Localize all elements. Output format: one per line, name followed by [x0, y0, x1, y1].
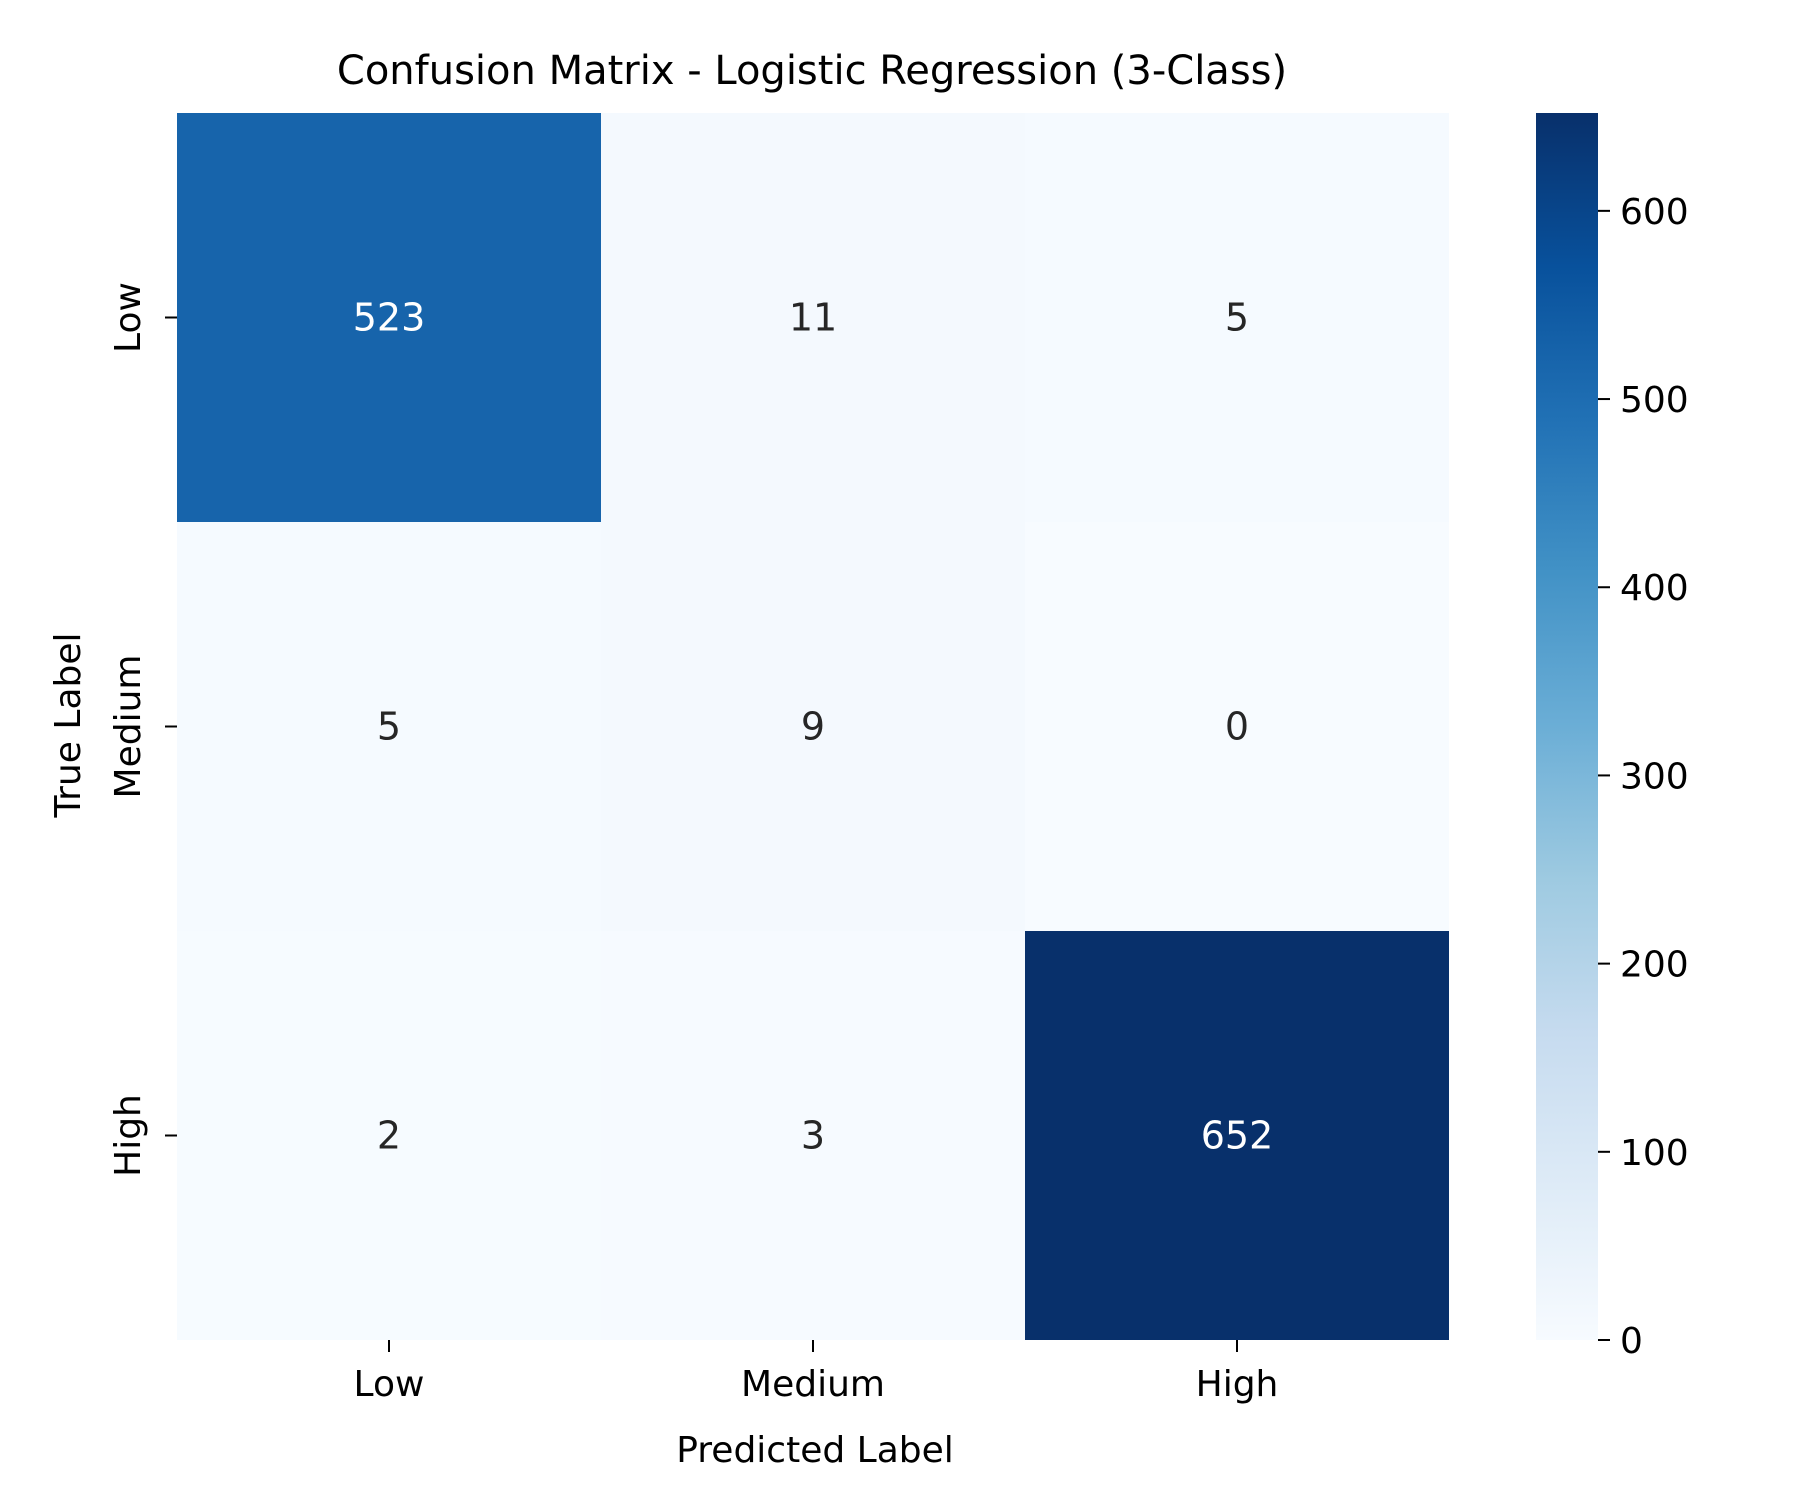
x-tick-label: High [1196, 1364, 1279, 1405]
heatmap-cell [601, 931, 1025, 1340]
x-tick-label: Low [354, 1364, 425, 1405]
heatmap-cell [601, 522, 1025, 931]
cell-value-label: 11 [789, 296, 837, 340]
x-axis-label: Predicted Label [676, 1430, 954, 1471]
heatmap-cell [177, 522, 601, 931]
y-axis-label: True Label [48, 632, 89, 818]
y-axis-ticks: Low Medium High [108, 282, 177, 1177]
x-axis-ticks: Low Medium High [354, 1340, 1279, 1405]
y-tick-label: Medium [108, 655, 149, 799]
y-tick-label: Low [108, 282, 149, 353]
cell-value-label: 9 [801, 705, 825, 749]
colorbar-tick-label: 500 [1620, 380, 1689, 421]
cell-value-label: 5 [377, 705, 401, 749]
colorbar-tick-label: 400 [1620, 568, 1689, 609]
colorbar-tick-label: 0 [1620, 1321, 1643, 1362]
cell-value-label: 0 [1225, 705, 1249, 749]
colorbar [1536, 113, 1598, 1340]
chart-title: Confusion Matrix - Logistic Regression (… [337, 48, 1287, 94]
x-tick-label: Medium [741, 1364, 885, 1405]
heatmap-cell [1025, 931, 1449, 1340]
cell-value-label: 3 [801, 1114, 825, 1158]
y-tick-label: High [108, 1094, 149, 1177]
colorbar-tick-label: 200 [1620, 945, 1689, 986]
heatmap-cell [1025, 522, 1449, 931]
heatmap-cells: 523 11 5 5 9 0 2 3 652 [177, 113, 1449, 1340]
colorbar-ticks: 0 100 200 300 400 500 600 [1598, 192, 1689, 1362]
heatmap-cell [1025, 113, 1449, 522]
heatmap-cell [177, 931, 601, 1340]
cell-value-label: 2 [377, 1114, 401, 1158]
cell-value-label: 523 [353, 296, 426, 340]
colorbar-tick-label: 100 [1620, 1133, 1689, 1174]
heatmap-cell [177, 113, 601, 522]
heatmap-cell [601, 113, 1025, 522]
colorbar-tick-label: 300 [1620, 756, 1689, 797]
cell-value-label: 652 [1201, 1114, 1274, 1158]
colorbar-tick-label: 600 [1620, 192, 1689, 233]
cell-value-label: 5 [1225, 296, 1249, 340]
